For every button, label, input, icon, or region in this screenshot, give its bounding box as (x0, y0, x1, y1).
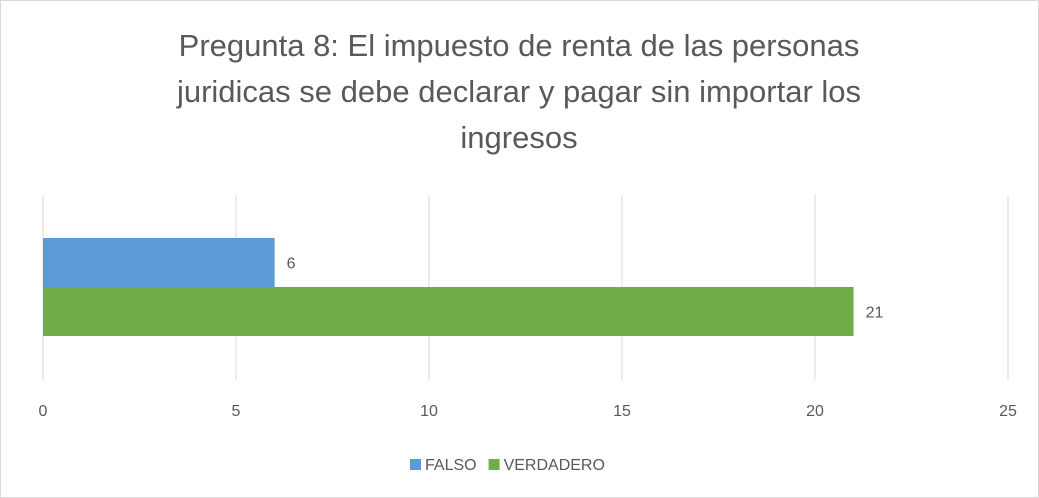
bar (43, 238, 275, 287)
data-label: 6 (287, 256, 296, 273)
chart-title: ingresos (460, 120, 577, 155)
legend-label: VERDADERO (504, 457, 605, 474)
legend-swatch (488, 459, 500, 470)
x-tick-label: 25 (999, 403, 1017, 420)
data-label: 21 (866, 305, 884, 322)
x-tick-label: 0 (39, 403, 48, 420)
x-tick-label: 15 (613, 403, 631, 420)
chart-title: Pregunta 8: El impuesto de renta de las … (179, 28, 860, 63)
legend-swatch (410, 459, 421, 470)
x-tick-label: 10 (420, 403, 438, 420)
chart-title: juridicas se debe declarar y pagar sin i… (176, 74, 861, 109)
legend-label: FALSO (425, 457, 477, 474)
bar (43, 287, 854, 336)
x-tick-label: 5 (232, 403, 241, 420)
x-tick-label: 20 (806, 403, 824, 420)
